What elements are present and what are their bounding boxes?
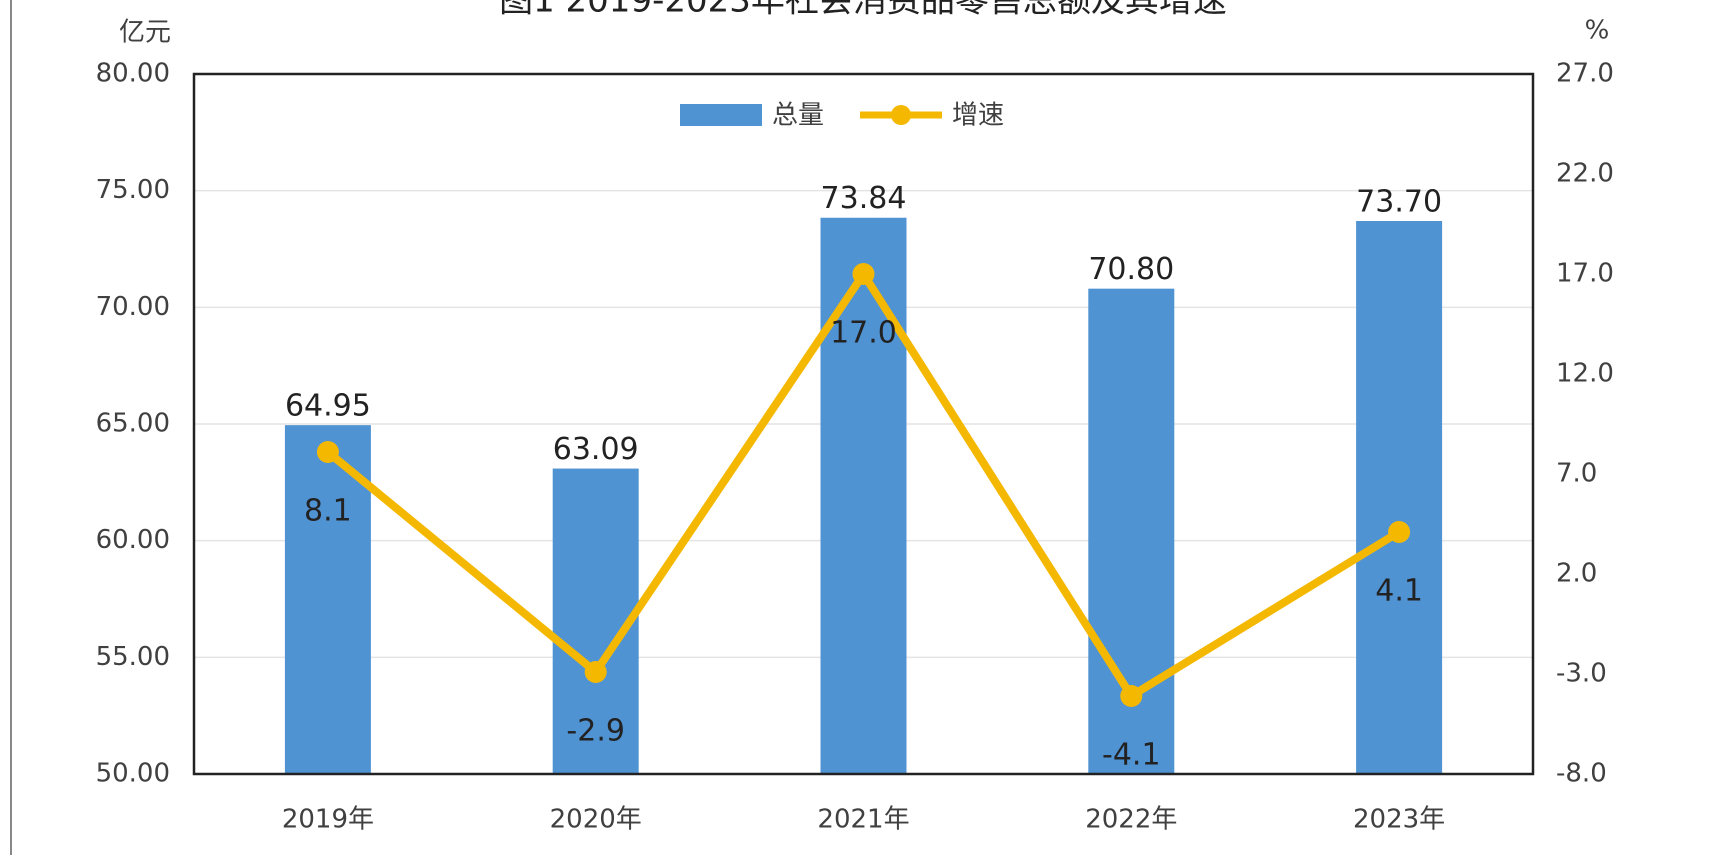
line-marker <box>1120 685 1143 707</box>
line-marker <box>584 661 607 683</box>
line-marker <box>852 263 875 285</box>
x-tick-label: 2020年 <box>550 805 642 835</box>
y2-tick-label: -3.0 <box>1556 659 1607 689</box>
y-tick-label: 75.00 <box>96 175 170 205</box>
legend-swatch <box>891 105 911 125</box>
y2-tick-label: 2.0 <box>1556 559 1597 589</box>
legend-swatch <box>680 104 762 126</box>
y-axis-label: 亿元 <box>119 18 171 48</box>
line-value-label: 8.1 <box>304 494 352 529</box>
y-tick-label: 70.00 <box>96 292 170 322</box>
y-tick-label: 65.00 <box>96 409 170 439</box>
bar <box>284 425 371 774</box>
x-tick-label: 2019年 <box>282 805 374 835</box>
x-tick-label: 2022年 <box>1085 805 1177 835</box>
y2-tick-label: 7.0 <box>1556 459 1597 489</box>
y2-tick-label: 12.0 <box>1556 359 1614 389</box>
plot-frame <box>192 72 1535 776</box>
y2-tick-label: -8.0 <box>1556 759 1607 789</box>
line-value-label: 4.1 <box>1375 574 1423 609</box>
y2-tick-label: 27.0 <box>1556 59 1614 89</box>
y-tick-label: 60.00 <box>96 525 170 555</box>
line-value-label: -2.9 <box>566 714 625 749</box>
y-tick-label: 50.00 <box>96 759 170 789</box>
line-marker <box>316 441 339 463</box>
bar <box>820 217 907 774</box>
bar-value-label: 73.70 <box>1356 185 1442 220</box>
y2-axis-label: % <box>1585 16 1610 46</box>
y-tick-label: 55.00 <box>96 642 170 672</box>
x-tick-label: 2023年 <box>1353 805 1445 835</box>
legend-label: 增速 <box>952 101 1004 131</box>
bar <box>552 468 639 774</box>
x-tick-label: 2021年 <box>817 805 909 835</box>
line-value-label: -4.1 <box>1102 738 1161 773</box>
bar-value-label: 70.80 <box>1088 252 1174 287</box>
bar-value-label: 63.09 <box>553 432 639 467</box>
chart-title: 图1 2019-2023年社会消费品零售总额及其增速 <box>499 0 1227 21</box>
legend-label: 总量 <box>772 101 824 131</box>
y2-tick-label: 17.0 <box>1556 259 1614 289</box>
bar <box>1356 221 1443 774</box>
line-value-label: 17.0 <box>830 316 897 351</box>
line-marker <box>1388 521 1411 543</box>
bar-value-label: 64.95 <box>285 389 371 424</box>
y-tick-label: 80.00 <box>96 59 170 89</box>
bar-value-label: 73.84 <box>821 181 907 216</box>
y2-tick-label: 22.0 <box>1556 159 1614 189</box>
